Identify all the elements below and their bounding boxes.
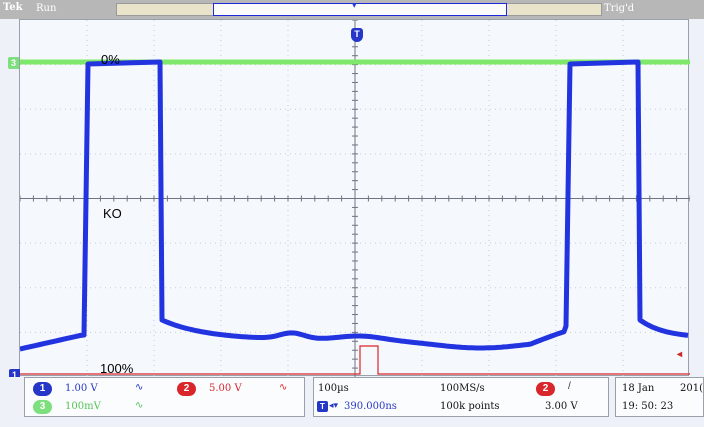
channel1-badge[interactable]: 1 xyxy=(33,382,52,396)
horizontal-trigger-readout-box: 100µs T ◂▾ 390.000ns 100MS/s 100k points… xyxy=(313,377,609,417)
time: 19: 50: 23 xyxy=(622,401,674,412)
trigger-source-badge[interactable]: 2 xyxy=(536,382,555,396)
channel2-scale: 5.00 V xyxy=(209,383,242,394)
trigger-position-arrow-icon: ▾ xyxy=(352,0,357,10)
channel3-badge[interactable]: 3 xyxy=(33,400,52,414)
trigger-slope-rising-icon: / xyxy=(568,381,571,392)
trigger-level[interactable]: 3.00 V xyxy=(545,401,578,412)
waveform-graticule[interactable] xyxy=(19,19,690,377)
channel1-coupling-icon: ∿ xyxy=(135,382,144,393)
annotation-hundred-percent: 100% xyxy=(100,361,134,376)
trigger-status: Trig'd xyxy=(604,3,635,14)
trigger-position-marker-icon[interactable]: T xyxy=(351,28,363,42)
channel3-scale: 100mV xyxy=(65,401,101,412)
time-per-division[interactable]: 100µs xyxy=(318,383,349,394)
channel1-scale: 1.00 V xyxy=(65,383,98,394)
trigger-t-icon: T xyxy=(317,401,328,412)
trigger-level-marker-icon[interactable]: ◂ xyxy=(677,349,683,360)
delay-arrow-icon: ◂▾ xyxy=(329,400,339,410)
channel1-trace xyxy=(20,59,689,352)
sample-rate: 100MS/s xyxy=(440,383,485,394)
record-view-window[interactable] xyxy=(213,3,507,16)
channel2-badge[interactable]: 2 xyxy=(177,382,196,396)
date-time-box: 18 Jan 201( 19: 50: 23 xyxy=(615,377,704,417)
waveform-traces xyxy=(20,59,690,375)
channel2-coupling-icon: ∿ xyxy=(279,382,288,393)
year-fragment: 201( xyxy=(680,383,703,394)
readout-panel: 1 1.00 V ∿ 2 5.00 V ∿ 3 100mV ∿ 100µs T … xyxy=(0,377,704,427)
channel-readout-box: 1 1.00 V ∿ 2 5.00 V ∿ 3 100mV ∿ xyxy=(24,377,305,417)
record-length[interactable]: 100k points xyxy=(440,401,500,412)
channel3-ground-marker-icon[interactable]: 3 xyxy=(8,57,19,69)
channel1-ground-marker-icon[interactable]: 1 xyxy=(9,369,20,381)
annotation-ko: KO xyxy=(103,206,122,221)
brand-logo: Tek xyxy=(3,2,23,13)
date: 18 Jan xyxy=(622,383,655,394)
status-bar: Tek Run ▾ Trig'd xyxy=(0,0,704,19)
channel3-coupling-icon: ∿ xyxy=(135,400,144,411)
annotation-zero-percent: 0% xyxy=(101,52,120,67)
horizontal-delay[interactable]: 390.000ns xyxy=(344,401,397,412)
run-status[interactable]: Run xyxy=(36,3,57,14)
channel2-trace xyxy=(20,345,690,375)
graticule-grid xyxy=(20,20,690,377)
